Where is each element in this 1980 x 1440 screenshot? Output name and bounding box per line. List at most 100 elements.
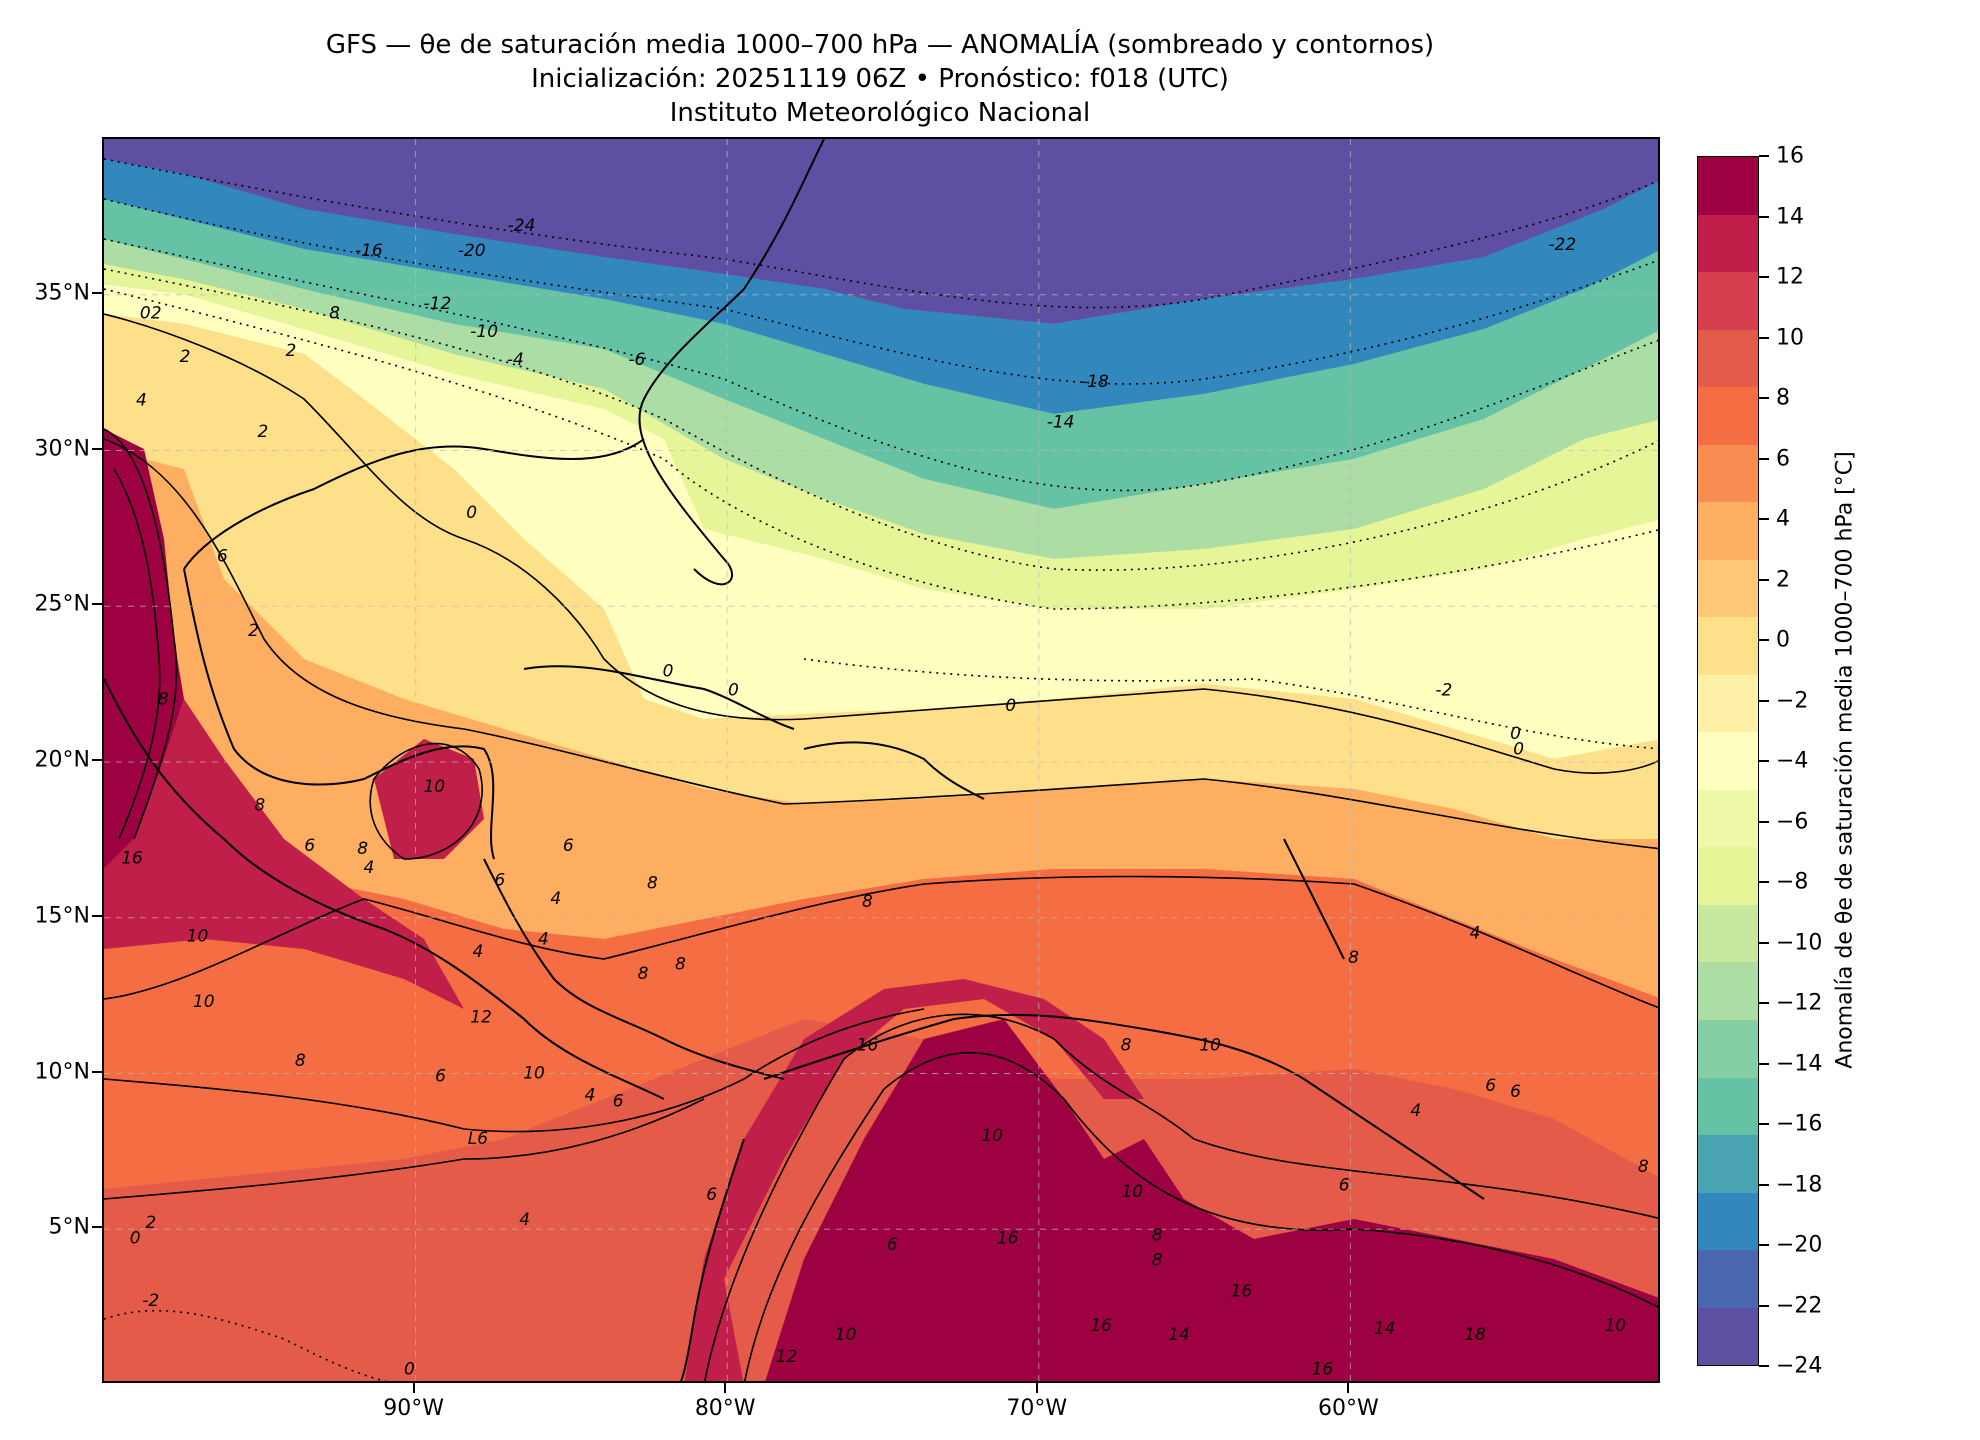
contour-label: 2	[248, 621, 259, 641]
contour-label: 02	[140, 303, 162, 323]
colorbar-tick-mark	[1759, 941, 1769, 944]
contour-label: 4	[585, 1085, 596, 1105]
colorbar-tick-label: 16	[1776, 143, 1804, 169]
colorbar-tick-mark	[1759, 1062, 1769, 1065]
contour-pos4	[104, 875, 1658, 1009]
y-tick-mark	[92, 759, 102, 761]
gridlines	[104, 139, 1658, 1381]
contour-label: -12	[424, 294, 452, 314]
coastlines	[104, 139, 1485, 1381]
colorbar-tick-label: 2	[1776, 567, 1790, 592]
contour-label: 16	[1312, 1359, 1334, 1379]
contour-label: 4	[1410, 1101, 1421, 1121]
colorbar-tick-mark	[1759, 820, 1769, 823]
colorbar-tick-mark	[1759, 881, 1769, 883]
colorbar-tick-mark	[1759, 760, 1769, 762]
y-tick-mark	[92, 291, 102, 294]
contour-label: 8	[675, 954, 686, 974]
shade-pacific-band	[104, 699, 464, 1009]
contour-label: 6	[494, 870, 505, 890]
contour-label: 10	[1604, 1316, 1626, 1336]
contour-label: -16	[355, 241, 383, 261]
title-line-2: Inicialización: 20251119 06Z • Pronóstic…	[531, 64, 1229, 94]
coastline-central-america	[483, 858, 785, 1080]
colorbar-segment	[1698, 1077, 1758, 1136]
contour-label: 8	[862, 892, 873, 912]
shade-band-pos4	[104, 449, 1658, 998]
contour-label: 0	[1513, 740, 1524, 760]
contour-label: 16	[997, 1229, 1019, 1249]
shade-band-neg6	[104, 264, 1658, 609]
contour-zero	[104, 313, 1658, 774]
contour-label: -2	[142, 1291, 159, 1311]
x-tick-label: 70°W	[1006, 1396, 1068, 1421]
colorbar-tick-mark	[1759, 397, 1769, 399]
colorbar-tick-label: −4	[1776, 748, 1809, 774]
colorbar-tick-mark	[1759, 1365, 1769, 1367]
y-tick-mark	[92, 447, 102, 450]
y-tick-mark	[92, 603, 102, 606]
contour-sa-2	[744, 1051, 1658, 1381]
contour-label: 10	[1121, 1182, 1143, 1202]
y-tick-label: 25°N	[34, 591, 90, 617]
contour-label: 6	[887, 1235, 898, 1255]
contour-label: 16	[857, 1035, 879, 1055]
colorbar-tick-mark	[1759, 276, 1769, 278]
contour-label: 0	[663, 662, 674, 682]
contour-label: 0	[466, 503, 477, 523]
contour-label: 8	[295, 1051, 306, 1071]
colorbar-segment	[1698, 674, 1758, 733]
x-tick-label: 60°W	[1318, 1396, 1379, 1421]
coastline-mexico-gulf	[183, 568, 495, 860]
colorbar-tick-mark	[1759, 215, 1769, 218]
contour-label: 10	[523, 1064, 545, 1084]
colorbar-segment	[1698, 732, 1758, 790]
colorbar-tick-mark	[1759, 1244, 1769, 1246]
contour-label: 2	[286, 341, 297, 361]
contour-label: 8	[357, 839, 368, 859]
contour-label: 4	[550, 889, 561, 909]
contour-label: 8	[1152, 1225, 1163, 1245]
colorbar-segment	[1698, 962, 1758, 1020]
contour-label: 0	[728, 680, 739, 700]
shade-band-neg2	[104, 284, 1658, 759]
colorbar-tick-mark	[1759, 1123, 1769, 1125]
coastline-mexico-west	[104, 678, 665, 1100]
colorbar-tick-label: −24	[1776, 1353, 1823, 1379]
contour-neg-dotted-2	[104, 198, 1658, 385]
contour-lines	[104, 158, 1658, 1381]
shade-coast-high	[684, 979, 1144, 1381]
colorbar-segment	[1698, 502, 1758, 560]
contour-label: 10	[835, 1325, 857, 1345]
coastline-us-east	[638, 139, 825, 586]
contour-label: -10	[470, 322, 498, 342]
contour-label: 8	[1348, 948, 1359, 968]
colorbar-tick-mark	[1759, 336, 1769, 339]
contour-label: 4	[363, 858, 374, 878]
colorbar-tick-mark	[1759, 578, 1769, 581]
colorbar-tick-label: −2	[1776, 688, 1809, 713]
contour-label: 18	[1464, 1325, 1486, 1345]
colorbar-tick-mark	[1759, 699, 1769, 702]
contour-label: 12	[470, 1007, 492, 1027]
contour-label: -22	[1548, 235, 1576, 255]
shade-band-neg20	[104, 159, 1658, 414]
antilles-chain	[1283, 838, 1345, 960]
contour-label: 6	[563, 836, 574, 856]
contour-mex-coast	[104, 428, 178, 840]
contour-label: 2	[145, 1213, 156, 1233]
colorbar-tick-label: 12	[1776, 264, 1804, 290]
contour-label: 0	[1510, 724, 1521, 744]
contour-label: -20	[458, 241, 486, 261]
colorbar-segment	[1698, 1019, 1758, 1078]
colorbar-tick-mark	[1759, 639, 1769, 641]
contour-mex-inner	[113, 468, 161, 840]
colorbar-segment	[1698, 1250, 1758, 1308]
contour-label: 6	[217, 546, 228, 566]
x-tick-mark	[412, 1383, 415, 1393]
colorbar-segment	[1698, 904, 1758, 963]
colorbar-segment	[1698, 1135, 1758, 1193]
y-tick-label: 30°N	[34, 436, 90, 461]
